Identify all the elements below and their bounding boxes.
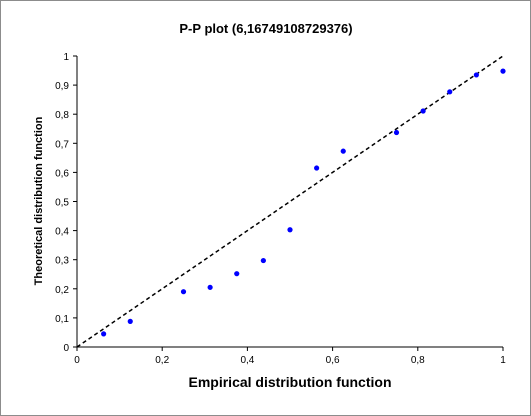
chart-title: P-P plot (6,16749108729376) xyxy=(179,21,352,36)
data-point xyxy=(314,165,320,171)
y-tick-label: 0,5 xyxy=(55,198,69,209)
data-point xyxy=(234,271,240,277)
x-tick-label: 0,8 xyxy=(411,355,425,366)
data-point xyxy=(127,318,133,324)
x-tick-label: 0,6 xyxy=(326,355,340,366)
data-points xyxy=(101,68,506,337)
y-axis-ticks: 0 0,1 0,2 0,3 0,4 0,5 0,6 0,7 0,8 0,9 1 xyxy=(55,52,77,354)
y-tick-label: 1 xyxy=(63,52,69,63)
data-point xyxy=(500,68,506,74)
x-tick-label: 0,2 xyxy=(155,355,169,366)
y-tick-label: 0,2 xyxy=(55,285,69,296)
y-tick-label: 0 xyxy=(63,343,69,354)
data-point xyxy=(393,129,400,136)
y-axis-label: Theoretical distribution function xyxy=(33,116,45,285)
data-point xyxy=(101,331,107,337)
x-tick-label: 1 xyxy=(500,355,506,366)
y-tick-label: 0,7 xyxy=(55,139,69,150)
y-tick-label: 0,3 xyxy=(55,256,69,267)
x-tick-label: 0,4 xyxy=(240,355,254,366)
data-point xyxy=(447,89,453,95)
x-tick-label: 0 xyxy=(74,355,80,366)
y-tick-label: 0,1 xyxy=(55,314,69,325)
data-point xyxy=(340,148,346,154)
data-point xyxy=(473,72,479,78)
y-tick-label: 0,9 xyxy=(55,81,69,92)
data-point xyxy=(287,227,293,233)
x-axis-ticks: 0 0,2 0,4 0,6 0,8 1 xyxy=(74,347,506,366)
y-tick-label: 0,6 xyxy=(55,168,69,179)
x-axis-label: Empirical distribution function xyxy=(189,374,392,390)
data-point xyxy=(260,257,266,264)
reference-line xyxy=(76,55,504,348)
y-tick-label: 0,8 xyxy=(55,110,69,121)
y-tick-label: 0,4 xyxy=(55,227,69,238)
data-point xyxy=(207,284,213,290)
data-point xyxy=(180,289,187,295)
data-point xyxy=(420,108,426,114)
